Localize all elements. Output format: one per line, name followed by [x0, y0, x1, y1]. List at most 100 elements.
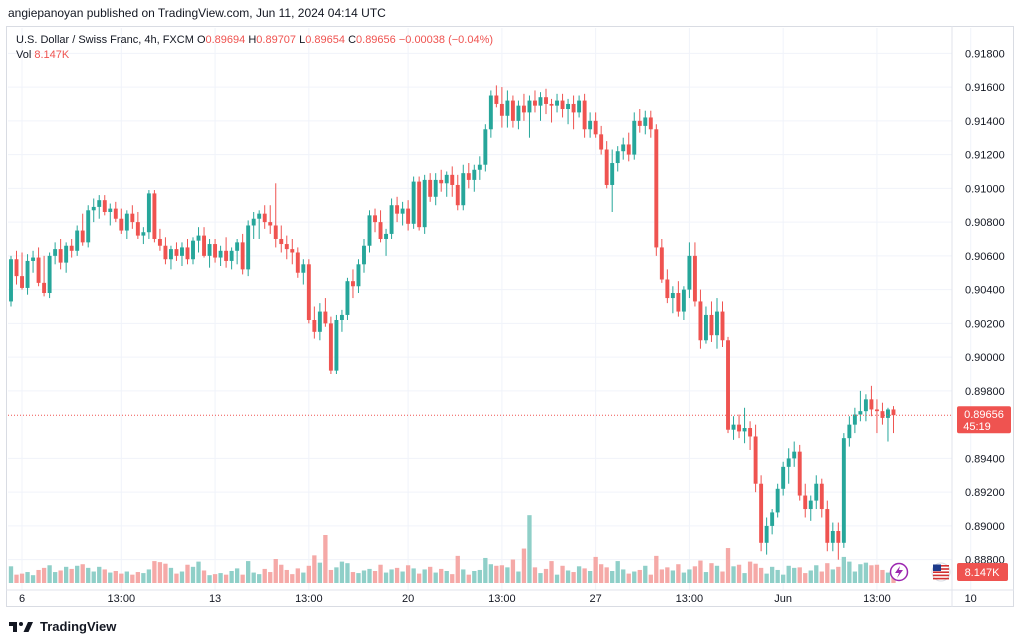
price-axis[interactable]: 0.91800 0.91600 0.91400 0.91200 0.91000 0.908…	[951, 26, 1005, 607]
candle-body	[599, 134, 604, 150]
volume-bar	[703, 572, 709, 583]
candle-body	[874, 409, 879, 412]
candle-body	[108, 208, 113, 212]
candle-body	[466, 173, 471, 180]
volume-bar	[874, 564, 880, 583]
volume-bars	[8, 515, 896, 583]
candle-body	[53, 249, 58, 256]
footer-brand[interactable]: TradingView	[8, 619, 116, 634]
volume-bar	[764, 573, 769, 583]
price-tick-label: 0.91000	[965, 183, 1005, 195]
candle-body	[632, 120, 637, 155]
candle-body	[246, 225, 251, 270]
chart-frame[interactable]	[6, 26, 1014, 607]
volume-bar	[781, 574, 786, 583]
volume-bar	[654, 555, 659, 583]
volume-bar	[494, 565, 499, 583]
flag-icon-stripe	[933, 577, 949, 580]
time-tick-label: 13:00	[108, 593, 136, 605]
volume-legend[interactable]: Vol 8.147K	[16, 49, 69, 61]
candle-body	[411, 181, 416, 224]
candle-body	[781, 466, 786, 489]
candle-body	[477, 164, 482, 170]
candle-body	[47, 255, 52, 293]
volume-bar	[709, 563, 714, 583]
symbol-title[interactable]: U.S. Dollar / Swiss Franc, 4h, FXCM	[16, 34, 194, 46]
candle-body	[499, 103, 504, 116]
candle-body	[124, 213, 129, 231]
price-tick-label: 0.91400	[965, 116, 1005, 128]
candle-body	[240, 242, 245, 270]
volume-bar	[246, 561, 251, 583]
volume-bar	[725, 548, 731, 583]
volume-bar	[758, 567, 764, 583]
volume-bar	[720, 571, 725, 583]
candle-body	[709, 314, 714, 336]
volume-bar	[411, 568, 416, 583]
candle-body	[141, 232, 146, 236]
volume-bar	[290, 574, 295, 583]
candle-body	[455, 184, 460, 206]
candle-body	[229, 250, 234, 261]
candle-body	[797, 451, 802, 496]
candle-body	[279, 238, 284, 245]
price-tick-label: 0.90400	[965, 285, 1005, 297]
candle-body	[687, 255, 692, 290]
volume-bar	[450, 574, 455, 583]
candle-body	[312, 320, 317, 332]
lightning-icon	[889, 562, 909, 582]
volume-bar	[521, 548, 527, 583]
published-by-header: angiepanoyan published on TradingView.co…	[8, 6, 386, 20]
volume-bar	[36, 569, 41, 583]
volume-bar	[769, 566, 775, 583]
candle-body	[119, 218, 124, 231]
volume-bar	[240, 574, 245, 583]
volume-bar	[113, 571, 118, 583]
price-tick-label: 0.90200	[965, 318, 1005, 330]
candle-body	[582, 100, 587, 130]
volume-bar	[80, 564, 85, 583]
candle-body	[505, 100, 510, 116]
candle-body	[753, 436, 758, 484]
price-tick-label: 0.89000	[965, 521, 1005, 533]
volume-bar	[372, 571, 378, 583]
volume-bar	[775, 569, 780, 583]
time-tick-label: 20	[402, 593, 414, 605]
volume-label: Vol	[16, 49, 32, 61]
candle-body	[604, 149, 609, 185]
symbol-legend[interactable]: U.S. Dollar / Swiss Franc, 4h, FXCM O0.8…	[16, 34, 493, 46]
price-tick-label: 0.89800	[965, 386, 1005, 398]
candle-body	[75, 230, 80, 251]
volume-bar	[124, 571, 129, 583]
volume-bar	[163, 563, 168, 583]
candle-body	[273, 225, 278, 239]
volume-bar	[560, 565, 565, 583]
volume-bar	[422, 569, 427, 583]
time-tick-label: 13:00	[863, 593, 891, 605]
volume-bar	[207, 575, 212, 583]
candle-body	[852, 414, 857, 425]
candle-body	[163, 245, 168, 260]
candle-body	[146, 193, 151, 233]
volume-bar	[477, 569, 482, 583]
candles	[9, 85, 896, 560]
candle-body	[168, 249, 173, 260]
candle-body	[698, 301, 703, 341]
candle-body	[560, 100, 565, 110]
candle-body	[251, 218, 256, 226]
candle-body	[637, 120, 642, 126]
candle-body	[836, 530, 841, 543]
volume-bar	[97, 566, 102, 583]
volume-bar	[698, 560, 703, 583]
volume-bar	[218, 573, 223, 583]
candle-body	[792, 451, 797, 459]
candle-body	[174, 249, 179, 256]
volume-bar	[797, 567, 802, 583]
volume-bar	[472, 571, 477, 583]
candle-body	[521, 105, 526, 113]
time-axis[interactable]: 613:001313:002013:002713:00Jun13:001013:…	[6, 589, 1024, 605]
volume-bar	[312, 555, 317, 583]
time-tick-label: 10	[965, 593, 977, 605]
candle-body	[235, 242, 240, 251]
